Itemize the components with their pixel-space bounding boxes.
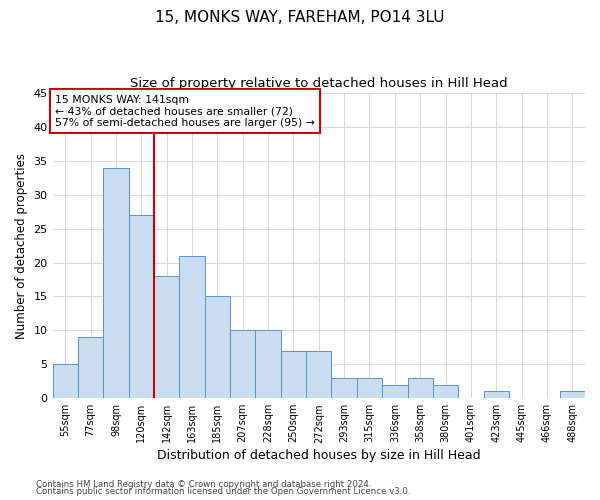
Bar: [154, 276, 179, 398]
Bar: [382, 384, 407, 398]
Bar: [281, 350, 306, 398]
Title: Size of property relative to detached houses in Hill Head: Size of property relative to detached ho…: [130, 78, 508, 90]
Bar: [306, 350, 331, 398]
Bar: [560, 392, 585, 398]
Bar: [433, 384, 458, 398]
Bar: [407, 378, 433, 398]
Bar: [484, 392, 509, 398]
Bar: [53, 364, 78, 398]
Bar: [128, 215, 154, 398]
Bar: [179, 256, 205, 398]
Bar: [357, 378, 382, 398]
X-axis label: Distribution of detached houses by size in Hill Head: Distribution of detached houses by size …: [157, 450, 481, 462]
Y-axis label: Number of detached properties: Number of detached properties: [15, 152, 28, 338]
Bar: [205, 296, 230, 398]
Text: Contains HM Land Registry data © Crown copyright and database right 2024.: Contains HM Land Registry data © Crown c…: [36, 480, 371, 489]
Text: Contains public sector information licensed under the Open Government Licence v3: Contains public sector information licen…: [36, 488, 410, 496]
Bar: [230, 330, 256, 398]
Text: 15, MONKS WAY, FAREHAM, PO14 3LU: 15, MONKS WAY, FAREHAM, PO14 3LU: [155, 10, 445, 25]
Text: 15 MONKS WAY: 141sqm
← 43% of detached houses are smaller (72)
57% of semi-detac: 15 MONKS WAY: 141sqm ← 43% of detached h…: [55, 94, 315, 128]
Bar: [331, 378, 357, 398]
Bar: [78, 337, 103, 398]
Bar: [103, 168, 128, 398]
Bar: [256, 330, 281, 398]
